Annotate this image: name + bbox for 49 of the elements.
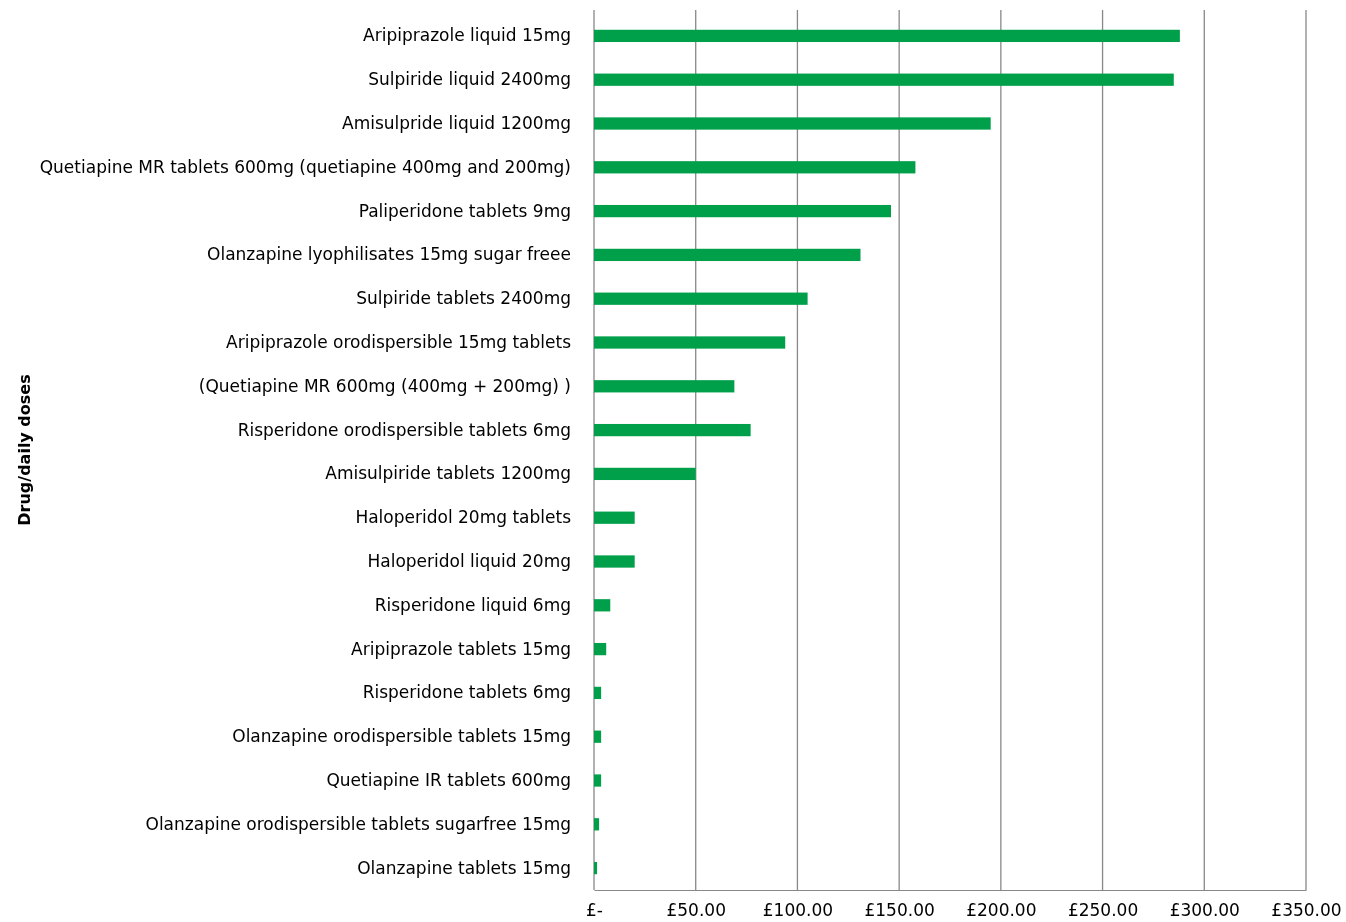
y-tick-label: Olanzapine lyophilisates 15mg sugar freee <box>207 244 571 265</box>
x-tick-label: £200.00 <box>966 900 1037 921</box>
x-tick-label: £150.00 <box>864 900 935 921</box>
bar <box>594 292 808 305</box>
y-tick-label: Aripiprazole orodispersible 15mg tablets <box>226 331 572 352</box>
bar <box>594 730 602 743</box>
x-tick-label: £250.00 <box>1067 900 1139 921</box>
x-tick-label: £- <box>586 900 603 921</box>
y-tick-label: Haloperidol liquid 20mg <box>367 550 571 571</box>
y-tick-label: Aripiprazole liquid 15mg <box>363 25 571 46</box>
bar <box>594 599 611 612</box>
bar <box>594 642 607 656</box>
y-tick-label: Quetiapine IR tablets 600mg <box>326 769 571 790</box>
y-tick-label: Quetiapine MR tablets 600mg (quetiapine 400mg and 200mg) <box>39 156 571 177</box>
x-tick-label: £300.00 <box>1169 900 1240 921</box>
bar <box>594 686 602 700</box>
y-tick-label: Amisulpiride tablets 1200mg <box>325 463 571 484</box>
y-axis-title: Drug/daily doses <box>15 374 34 526</box>
y-tick-label: Olanzapine orodispersible tablets 15mg <box>232 726 571 747</box>
bar <box>594 774 602 787</box>
y-tick-label: Risperidone liquid 6mg <box>374 594 571 615</box>
bar <box>594 117 991 130</box>
y-tick-label: Olanzapine tablets 15mg <box>357 857 571 878</box>
bar <box>594 861 598 875</box>
bar <box>594 204 892 218</box>
y-tick-label: Aripiprazole tablets 15mg <box>351 638 571 659</box>
y-tick-label: Sulpiride liquid 2400mg <box>368 69 571 90</box>
bar <box>594 818 600 831</box>
bar <box>594 423 751 437</box>
bar <box>594 380 735 393</box>
y-tick-label: (Quetiapine MR 600mg (400mg + 200mg) ) <box>198 375 571 396</box>
y-tick-label: Olanzapine orodispersible tablets sugarfree 15mg <box>145 813 571 834</box>
x-tick-label: £100.00 <box>762 900 834 921</box>
bar <box>594 555 635 568</box>
x-tick-label: £350.00 <box>1271 900 1342 921</box>
y-tick-label: Paliperidone tablets 9mg <box>358 200 571 221</box>
bar <box>594 73 1174 86</box>
bar <box>594 161 916 174</box>
y-tick-label: Sulpiride tablets 2400mg <box>356 288 571 309</box>
bar <box>594 336 786 349</box>
x-tick-label: £50.00 <box>666 900 726 921</box>
bar <box>594 511 635 524</box>
y-tick-label: Risperidone tablets 6mg <box>362 682 571 703</box>
bar <box>594 29 1180 43</box>
y-tick-label: Amisulpride liquid 1200mg <box>342 112 571 133</box>
y-tick-label: Haloperidol 20mg tablets <box>355 507 572 528</box>
bar <box>594 467 696 481</box>
bar <box>594 248 861 262</box>
y-tick-label: Risperidone orodispersible tablets 6mg <box>237 419 571 440</box>
